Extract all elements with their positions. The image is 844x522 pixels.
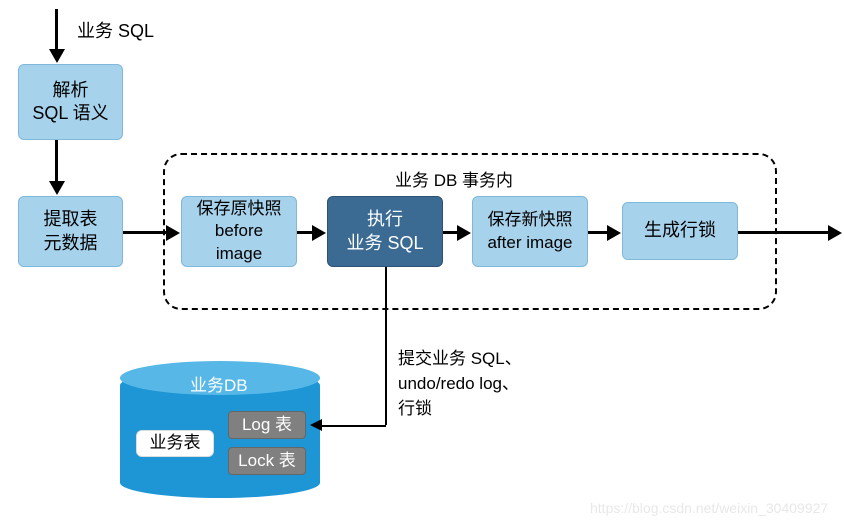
arrow-a_in-head <box>49 49 65 63</box>
watermark: https://blog.csdn.net/weixin_30409927 <box>590 500 828 516</box>
commit-arrow-head <box>310 419 322 431</box>
arrow-a_parse-head <box>49 181 65 195</box>
node-lockTbl: Lock 表 <box>228 447 306 475</box>
node-lock: 生成行锁 <box>622 202 738 260</box>
arrow-a_lck <box>738 231 830 234</box>
node-parse: 解析 SQL 语义 <box>18 64 123 140</box>
arrow-a_aft <box>588 231 609 234</box>
arrow-a_exe-head <box>457 225 471 241</box>
node-logTbl: Log 表 <box>228 411 306 439</box>
arrow-a_aft-head <box>607 225 621 241</box>
commit-label: 提交业务 SQL、 undo/redo log、 行锁 <box>398 344 522 419</box>
transaction-title: 业务 DB 事务内 <box>395 166 513 191</box>
arrow-a_in <box>55 9 58 51</box>
arrow-a_bef-head <box>312 225 326 241</box>
node-exec: 执行 业务 SQL <box>327 196 443 267</box>
commit-arrow-seg2 <box>322 425 386 427</box>
node-before: 保存原快照 before image <box>181 196 297 267</box>
arrow-a_parse <box>55 140 58 183</box>
arrow-a_ext-head <box>166 225 180 241</box>
node-after: 保存新快照 after image <box>472 196 588 267</box>
database-title: 业务DB <box>190 371 248 396</box>
arrow-a_ext <box>123 231 168 234</box>
commit-arrow-seg1 <box>385 267 387 425</box>
node-extract: 提取表 元数据 <box>18 196 123 267</box>
input-label: 业务 SQL <box>77 17 154 43</box>
node-bizTbl: 业务表 <box>136 430 214 457</box>
arrow-a_lck-head <box>828 225 842 241</box>
